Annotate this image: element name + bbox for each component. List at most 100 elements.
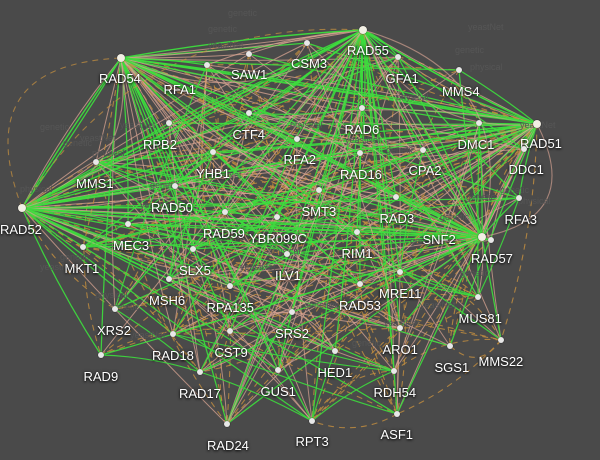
network-edge-coexpression <box>120 57 358 233</box>
network-edge-coexpression <box>229 138 298 287</box>
graph-node-ybr099c[interactable] <box>274 214 280 220</box>
network-edge-coexpression <box>120 57 231 332</box>
network-edge-physical <box>226 189 320 425</box>
network-edge-physical <box>168 236 483 280</box>
network-edge-coexpression <box>291 236 483 313</box>
network-edge-genetic <box>21 207 361 285</box>
graph-node-rad17[interactable] <box>197 369 203 375</box>
network-edge-coexpression <box>397 56 483 238</box>
graph-node-ilv1[interactable] <box>284 251 290 257</box>
graph-node-rad18[interactable] <box>170 331 176 337</box>
network-edge-genetic <box>120 57 479 298</box>
graph-node-dmc1[interactable] <box>476 120 482 126</box>
graph-node-rad50[interactable] <box>172 183 178 189</box>
network-edge-coexpression <box>95 161 288 255</box>
network-edge-coexpression <box>21 123 538 209</box>
network-edge-genetic <box>201 64 231 332</box>
graph-node-cpa2[interactable] <box>420 147 426 153</box>
graph-node-gus1[interactable] <box>275 367 281 373</box>
graph-node-cst9[interactable] <box>227 328 233 334</box>
graph-node-rad9[interactable] <box>98 352 104 358</box>
graph-node-yhb1[interactable] <box>210 149 216 155</box>
network-edge-coexpression <box>120 57 231 287</box>
network-edge-genetic <box>7 57 122 209</box>
graph-node-rad57[interactable] <box>488 237 494 243</box>
graph-node-mus81[interactable] <box>475 294 481 300</box>
graph-node-slx5[interactable] <box>190 246 196 252</box>
graph-node-rad55[interactable] <box>359 26 367 34</box>
network-edge-coexpression <box>212 151 361 285</box>
graph-node-rad51[interactable] <box>533 120 541 128</box>
graph-node-mkt1[interactable] <box>80 244 86 250</box>
network-edge-coexpression <box>168 29 364 124</box>
network-edge-coexpression <box>311 370 395 422</box>
graph-node-rpt3[interactable] <box>309 418 315 424</box>
network-edge-coexpression <box>114 308 201 373</box>
network-edge-coexpression <box>174 185 483 238</box>
graph-node-ddc1[interactable] <box>521 146 527 152</box>
network-edge-genetic <box>199 138 298 373</box>
graph-node-mec3[interactable] <box>125 221 131 227</box>
graph-node-snf2[interactable] <box>478 233 486 241</box>
network-edge-coexpression <box>277 29 364 371</box>
network-edge-physical <box>248 112 361 154</box>
graph-node-rfa1[interactable] <box>204 62 210 68</box>
graph-node-rdh54[interactable] <box>391 368 397 374</box>
graph-node-hed1[interactable] <box>332 348 338 354</box>
graph-node-mms4[interactable] <box>456 67 462 73</box>
network-edge-genetic <box>500 123 538 341</box>
graph-node-rad52[interactable] <box>18 204 26 212</box>
network-edge-genetic <box>277 123 538 371</box>
network-edge-coexpression <box>458 69 538 125</box>
network-edge-genetic <box>311 370 395 422</box>
network-edge-coexpression <box>224 211 483 238</box>
graph-node-rpb2[interactable] <box>166 120 172 126</box>
network-edge-genetic <box>359 283 479 301</box>
graph-node-mre11[interactable] <box>397 269 403 275</box>
graph-node-gfa1[interactable] <box>395 54 401 60</box>
network-edge-physical <box>21 207 228 425</box>
network-edge-physical <box>291 311 401 329</box>
graph-node-saw1[interactable] <box>246 51 252 57</box>
graph-node-mms1[interactable] <box>93 159 99 165</box>
network-edge-coexpression <box>399 271 479 298</box>
network-edge-coexpression <box>224 211 361 285</box>
graph-node-rad53[interactable] <box>357 281 363 287</box>
graph-node-ctf4[interactable] <box>246 110 252 116</box>
network-edge-genetic <box>219 330 231 425</box>
graph-node-smt3[interactable] <box>316 187 322 193</box>
network-edge-coexpression <box>21 196 397 209</box>
graph-node-rad59[interactable] <box>222 209 228 215</box>
network-edge-coexpression <box>286 236 483 255</box>
network-edge-physical <box>362 29 502 341</box>
network-edge-physical <box>226 107 363 425</box>
network-edge-physical <box>95 57 122 163</box>
graph-node-rad3[interactable] <box>393 194 399 200</box>
graph-node-csm3[interactable] <box>304 40 310 46</box>
graph-node-rad16[interactable] <box>357 150 363 156</box>
graph-node-asf1[interactable] <box>394 411 400 417</box>
graph-node-rad54[interactable] <box>117 54 125 62</box>
graph-node-rad24[interactable] <box>224 421 230 427</box>
graph-node-rfa2[interactable] <box>294 136 300 142</box>
graph-node-msh6[interactable] <box>166 276 172 282</box>
graph-node-rad6[interactable] <box>359 105 365 111</box>
graph-node-srs2[interactable] <box>289 309 295 315</box>
graph-node-rfa3[interactable] <box>516 195 522 201</box>
network-edge-coexpression <box>120 57 520 199</box>
network-edge-physical <box>21 57 124 209</box>
graph-node-mms22[interactable] <box>498 337 504 343</box>
graph-node-sgs1[interactable] <box>447 343 453 349</box>
network-edge-coexpression <box>120 57 480 124</box>
network-edge-coexpression <box>458 69 483 238</box>
network-edge-coexpression <box>477 197 520 298</box>
network-edge-coexpression <box>248 107 363 115</box>
graph-node-rpa135[interactable] <box>227 283 233 289</box>
graph-node-xrs2[interactable] <box>112 306 118 312</box>
network-edge-coexpression <box>481 123 538 238</box>
graph-node-rim1[interactable] <box>354 229 360 235</box>
network-edge-genetic <box>356 123 538 233</box>
graph-node-aro1[interactable] <box>397 325 403 331</box>
network-edge-coexpression <box>248 53 538 125</box>
